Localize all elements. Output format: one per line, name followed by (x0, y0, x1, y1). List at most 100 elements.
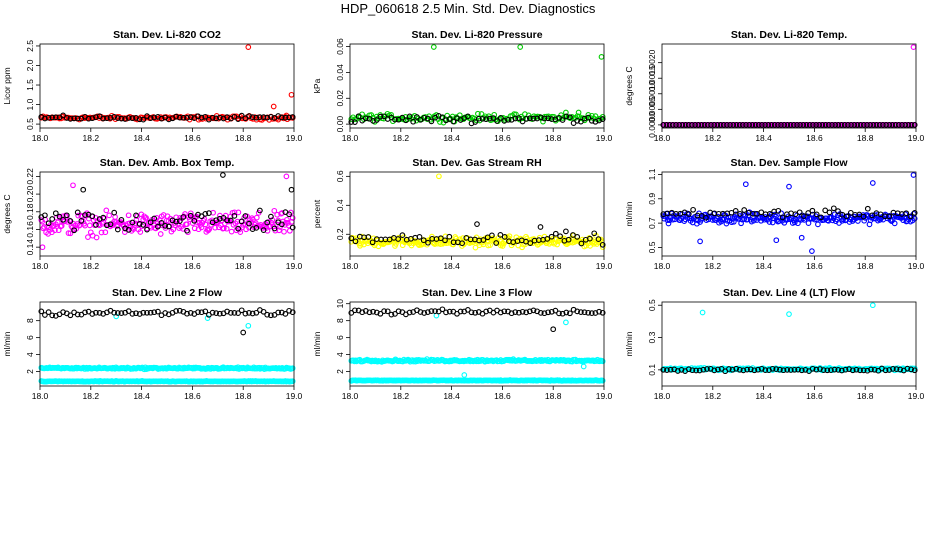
data-point (828, 367, 834, 373)
data-point (288, 91, 295, 98)
data-point (599, 358, 606, 365)
data-point (857, 367, 863, 374)
data-point (187, 210, 194, 217)
data-point (778, 122, 784, 128)
data-point (392, 311, 398, 317)
data-point (775, 122, 781, 128)
data-point (270, 103, 277, 110)
data-point (446, 233, 453, 240)
data-point (899, 122, 905, 128)
data-point (38, 308, 45, 315)
data-point (891, 220, 898, 227)
data-point (112, 214, 118, 220)
data-point (831, 211, 838, 218)
data-point (790, 122, 797, 128)
data-point (348, 235, 355, 242)
chart-title: Stan. Dev. Line 2 Flow (112, 287, 223, 299)
data-point (599, 113, 606, 120)
x-tick-label: 18.6 (184, 133, 201, 143)
data-point (902, 122, 909, 128)
data-point (802, 367, 809, 373)
data-point (136, 221, 143, 227)
data-point (854, 122, 861, 128)
x-tick-label: 18.4 (133, 133, 150, 143)
data-point (759, 122, 765, 128)
data-point (537, 224, 544, 230)
data-point (757, 214, 763, 221)
data-point (493, 240, 500, 246)
data-point (717, 122, 724, 128)
data-point (809, 207, 816, 214)
data-point (286, 114, 292, 121)
data-point (585, 114, 592, 121)
y-tick-label: 8 (335, 318, 345, 323)
data-point (773, 366, 780, 372)
y-axis-label: degrees C (624, 66, 634, 105)
data-point (204, 315, 211, 321)
data-point (213, 310, 220, 316)
data-point (682, 122, 689, 128)
data-point (442, 237, 448, 244)
data-point (574, 117, 581, 124)
data-point (75, 212, 82, 219)
data-point (155, 308, 161, 315)
data-point (224, 217, 230, 224)
x-tick-label: 18.2 (393, 391, 410, 401)
data-point (202, 211, 209, 217)
data-point (893, 366, 900, 372)
chart-panel: Stan. Dev. Li-820 CO2 Licor ppm 18.0 18.2 18… (2, 29, 303, 143)
data-point (373, 117, 380, 123)
data-point (526, 308, 533, 315)
chart-title: Stan. Dev. Line 4 (LT) Flow (723, 287, 856, 299)
data-point (665, 220, 672, 227)
plot-frame (349, 301, 605, 387)
data-point (599, 244, 606, 250)
data-point (176, 218, 183, 224)
data-point (751, 367, 758, 374)
data-point (155, 223, 161, 230)
data-point (180, 114, 187, 121)
y-axis-label: degrees C (2, 194, 12, 233)
data-point (830, 205, 837, 212)
data-point (264, 114, 271, 121)
data-point (846, 366, 852, 372)
data-point (519, 308, 526, 315)
data-point (461, 372, 468, 378)
data-point (56, 213, 63, 220)
y-tick-label: 0.18 (25, 203, 35, 220)
y-tick-label: 4 (335, 352, 345, 357)
data-point (147, 219, 154, 226)
data-point (162, 223, 169, 229)
data-point (904, 365, 911, 372)
data-point (486, 115, 493, 122)
data-point (744, 366, 750, 373)
y-tick-label: 0.22 (25, 168, 35, 185)
x-tick-label: 18.4 (443, 391, 460, 401)
x-tick-label: 19.0 (286, 391, 303, 401)
data-point (158, 115, 165, 122)
data-point (180, 214, 187, 220)
data-point (860, 213, 867, 220)
data-point (497, 115, 504, 121)
data-point (598, 54, 605, 60)
data-point (472, 244, 479, 251)
data-point (288, 186, 295, 193)
data-point (727, 122, 733, 128)
data-point (567, 310, 573, 317)
data-point (864, 205, 871, 212)
data-point (143, 214, 149, 221)
chart-panel: Stan. Dev. Line 4 (LT) Flow ml/min 18.0 18.… (624, 287, 925, 401)
data-point (381, 308, 387, 314)
data-point (129, 115, 136, 122)
data-point (886, 213, 893, 220)
data-point (526, 115, 533, 122)
y-tick-label: 0.00 (335, 116, 345, 133)
data-point (352, 119, 358, 125)
x-tick-label: 18.2 (83, 133, 100, 143)
y-axis-label: ml/min (624, 201, 634, 226)
data-point (856, 211, 863, 218)
data-point (253, 309, 260, 316)
data-point (732, 208, 739, 214)
data-point (235, 116, 241, 122)
data-point (67, 218, 74, 224)
